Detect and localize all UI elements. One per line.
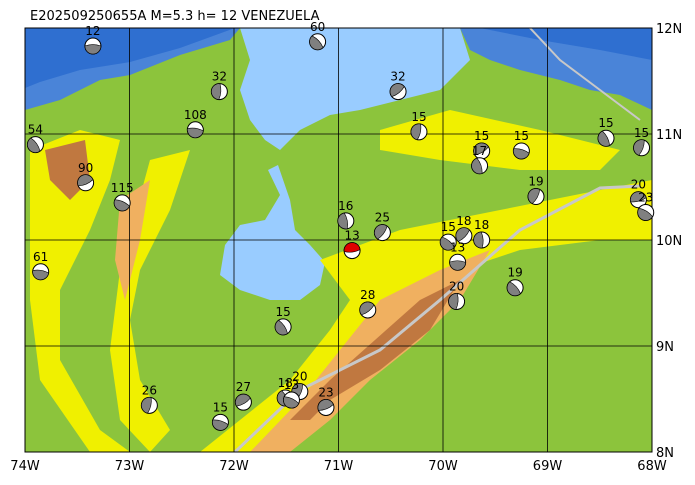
compression-quadrant bbox=[630, 191, 647, 203]
depth-label: 20 bbox=[449, 279, 464, 293]
y-tick-label: 12N bbox=[656, 22, 682, 37]
y-tick-label: 10N bbox=[656, 234, 682, 249]
depth-label: 15 bbox=[275, 305, 290, 319]
depth-label: 15 bbox=[411, 110, 426, 124]
depth-label: 19 bbox=[507, 266, 522, 280]
compression-quadrant bbox=[32, 269, 49, 281]
compression-quadrant bbox=[389, 83, 405, 97]
depth-label: 61 bbox=[33, 250, 48, 264]
x-tick-label: 71W bbox=[324, 459, 354, 474]
compression-quadrant bbox=[274, 319, 288, 336]
compression-quadrant bbox=[141, 397, 152, 414]
x-tick-label: 69W bbox=[533, 459, 563, 474]
y-tick-label: 11N bbox=[656, 128, 682, 143]
compression-quadrant bbox=[187, 127, 204, 139]
depth-label: 60 bbox=[310, 20, 325, 34]
x-tick-label: 72W bbox=[219, 459, 249, 474]
depth-label: 13 bbox=[344, 229, 359, 243]
compression-quadrant bbox=[212, 419, 229, 431]
y-tick-label: 9N bbox=[656, 340, 674, 355]
compression-quadrant bbox=[448, 293, 459, 310]
depth-label: 32 bbox=[390, 70, 405, 84]
compression-quadrant bbox=[309, 35, 324, 51]
compression-quadrant bbox=[77, 174, 94, 187]
compression-quadrant bbox=[473, 231, 484, 249]
compression-quadrant bbox=[471, 157, 483, 175]
compression-quadrant bbox=[235, 393, 251, 407]
depth-label: 15 bbox=[213, 400, 228, 414]
compression-quadrant bbox=[597, 130, 610, 147]
depth-label: 26 bbox=[142, 383, 157, 397]
compression-quadrant bbox=[410, 123, 422, 141]
compression-quadrant bbox=[449, 260, 466, 271]
compression-quadrant bbox=[27, 137, 41, 153]
frame bbox=[24, 27, 653, 453]
depth-label: 17 bbox=[472, 144, 487, 158]
depth-label: 25 bbox=[375, 211, 390, 225]
depth-label: 15 bbox=[514, 129, 529, 143]
depth-label: 15 bbox=[474, 129, 489, 143]
depth-label: 12 bbox=[85, 24, 100, 38]
compression-quadrant bbox=[317, 399, 334, 411]
compression-quadrant bbox=[113, 199, 130, 212]
depth-label: 16 bbox=[338, 199, 353, 213]
compression-quadrant bbox=[440, 236, 455, 251]
depth-label: 13 bbox=[450, 240, 465, 254]
compression-quadrant bbox=[359, 301, 375, 316]
x-tick-label: 68W bbox=[637, 459, 667, 474]
depth-label: 13 bbox=[284, 378, 299, 392]
compression-quadrant bbox=[211, 83, 222, 100]
depth-label: 20 bbox=[631, 178, 646, 192]
y-tick-label: 8N bbox=[656, 446, 674, 461]
compression-quadrant bbox=[374, 224, 388, 240]
depth-label: 54 bbox=[28, 123, 43, 137]
compression-quadrant bbox=[455, 227, 470, 242]
depth-label: 115 bbox=[111, 181, 134, 195]
compression-quadrant bbox=[633, 139, 645, 156]
depth-label: 15 bbox=[598, 116, 613, 130]
compression-quadrant bbox=[473, 142, 489, 156]
x-tick-label: 73W bbox=[115, 459, 145, 474]
depth-label: 18 bbox=[456, 214, 471, 228]
depth-label: 23 bbox=[638, 190, 653, 204]
depth-label: 108 bbox=[184, 108, 207, 122]
compression-quadrant bbox=[513, 148, 530, 160]
compression-quadrant bbox=[283, 396, 300, 409]
x-tick-label: 70W bbox=[428, 459, 458, 474]
compression-quadrant bbox=[84, 44, 102, 55]
depth-label: 32 bbox=[212, 70, 227, 84]
depth-label: 18 bbox=[278, 376, 293, 390]
depth-label: 19 bbox=[528, 175, 543, 189]
depth-label: 27 bbox=[236, 380, 251, 394]
depth-label: 23 bbox=[318, 385, 333, 399]
depth-label: 18 bbox=[474, 218, 489, 232]
depth-label: 20 bbox=[292, 370, 307, 384]
title: E202509250655A M=5.3 h= 12 VENEZUELA bbox=[30, 9, 320, 24]
depth-label: 90 bbox=[78, 161, 93, 175]
compression-quadrant bbox=[506, 281, 521, 296]
compression-quadrant bbox=[337, 212, 348, 230]
depth-label: 28 bbox=[360, 288, 375, 302]
depth-label: 15 bbox=[441, 220, 456, 234]
x-tick-label: 74W bbox=[10, 459, 40, 474]
depth-label: 15 bbox=[634, 126, 649, 140]
compression-quadrant bbox=[527, 188, 541, 204]
compression-quadrant bbox=[637, 207, 653, 221]
compression-quadrant bbox=[343, 242, 361, 253]
